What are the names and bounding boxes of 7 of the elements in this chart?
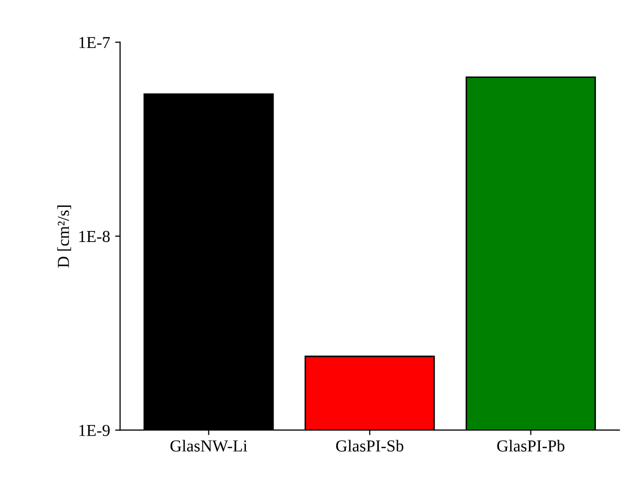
x-tick-label: GlasNW-Li <box>170 440 248 452</box>
y-tick-label: 1E-7 <box>79 37 110 48</box>
x-tick-label: GlasPI-Sb <box>336 440 404 452</box>
y-tick-label: 1E-9 <box>79 424 110 436</box>
y-axis-title: D [cm²/s] <box>57 206 72 268</box>
y-tick-label: 1E-8 <box>79 230 110 242</box>
x-tick-label: GlasPI-Pb <box>497 440 564 452</box>
